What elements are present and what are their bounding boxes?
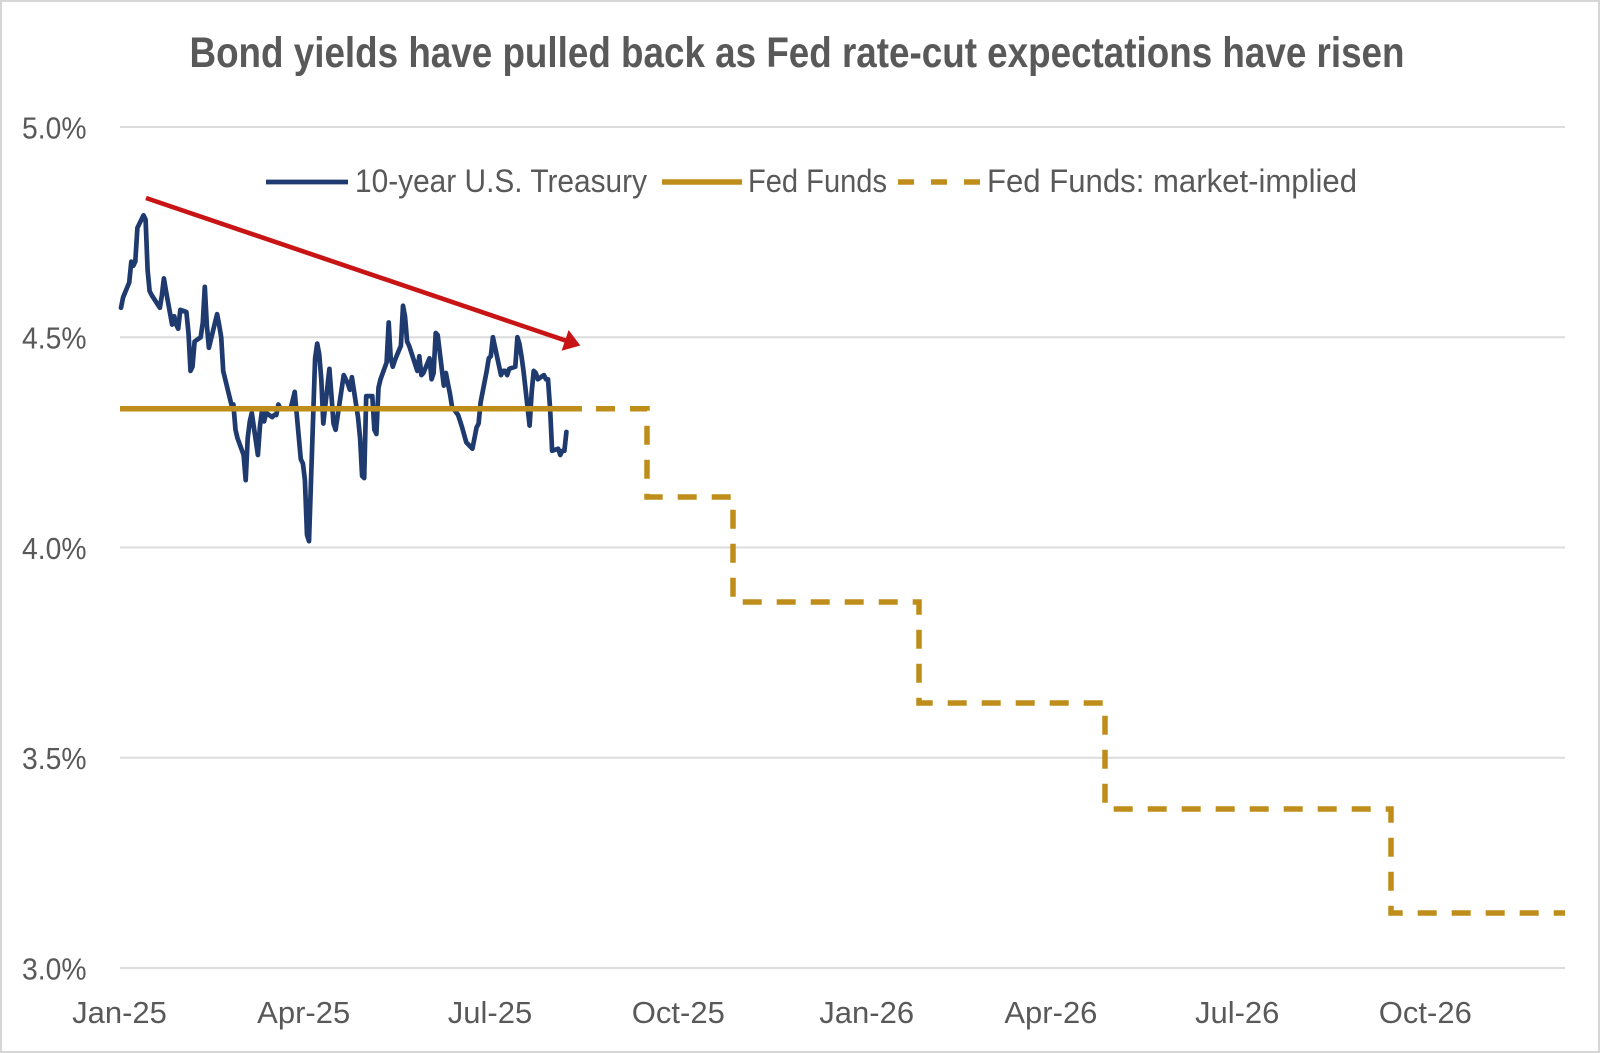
- svg-text:10-year U.S. Treasury: 10-year U.S. Treasury: [355, 163, 647, 199]
- svg-text:4.0%: 4.0%: [22, 531, 87, 566]
- svg-text:Jan-26: Jan-26: [819, 995, 914, 1030]
- svg-text:Oct-25: Oct-25: [632, 995, 725, 1030]
- svg-text:5.0%: 5.0%: [22, 110, 87, 145]
- svg-text:Jan-25: Jan-25: [72, 995, 167, 1030]
- svg-text:Jul-26: Jul-26: [1195, 995, 1279, 1030]
- svg-text:3.0%: 3.0%: [22, 951, 87, 986]
- svg-text:Fed Funds: Fed Funds: [748, 163, 887, 199]
- svg-text:3.5%: 3.5%: [22, 741, 87, 776]
- svg-text:Apr-25: Apr-25: [257, 995, 350, 1030]
- svg-text:Apr-26: Apr-26: [1004, 995, 1097, 1030]
- svg-text:Bond yields have pulled back a: Bond yields have pulled back as Fed rate…: [190, 29, 1405, 77]
- svg-text:4.5%: 4.5%: [22, 321, 87, 356]
- svg-text:Oct-26: Oct-26: [1379, 995, 1472, 1030]
- svg-text:Jul-25: Jul-25: [448, 995, 532, 1030]
- svg-text:Fed Funds: market-implied: Fed Funds: market-implied: [987, 163, 1357, 199]
